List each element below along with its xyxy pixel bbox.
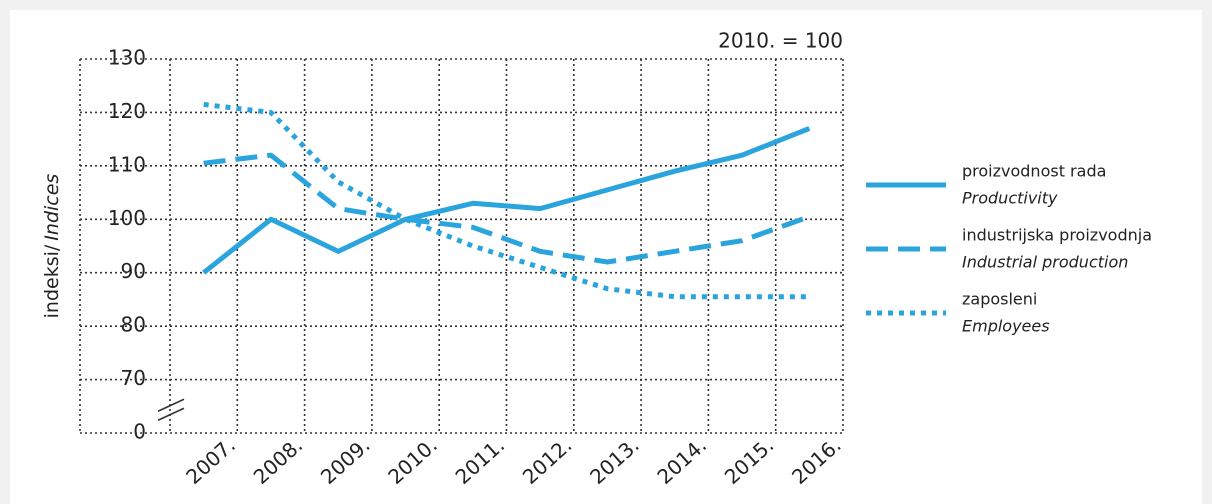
legend-label: zaposleni: [962, 290, 1037, 309]
break-mark: [157, 407, 185, 422]
y-tick-label: 0: [133, 420, 146, 444]
y-label-part: Indices: [41, 174, 63, 241]
axis-break: [157, 398, 185, 422]
y-axis-label: indeksi/Indices: [41, 174, 63, 319]
legend-label-en: Productivity: [962, 189, 1058, 208]
legend-label-en: Employees: [962, 317, 1050, 336]
break-mark: [157, 398, 185, 413]
y-label-part: indeksi/: [41, 244, 63, 318]
y-tick-label: 100: [108, 206, 146, 230]
legend-label: industrijska proizvodnja: [962, 226, 1152, 245]
annotation: 2010. = 100: [718, 29, 843, 53]
y-tick-label: 90: [121, 259, 146, 283]
y-tick-label: 110: [108, 152, 146, 176]
legend-label: proizvodnost rada: [962, 162, 1106, 181]
y-tick-label: 130: [108, 46, 146, 70]
y-tick-label: 80: [121, 313, 146, 337]
series-line: [203, 152, 811, 265]
series-line: [202, 126, 811, 275]
y-tick-label: 120: [108, 99, 146, 123]
y-tick-label: 70: [121, 366, 146, 390]
panel: [10, 10, 1202, 504]
legend-label-en: Industrial production: [962, 253, 1128, 272]
